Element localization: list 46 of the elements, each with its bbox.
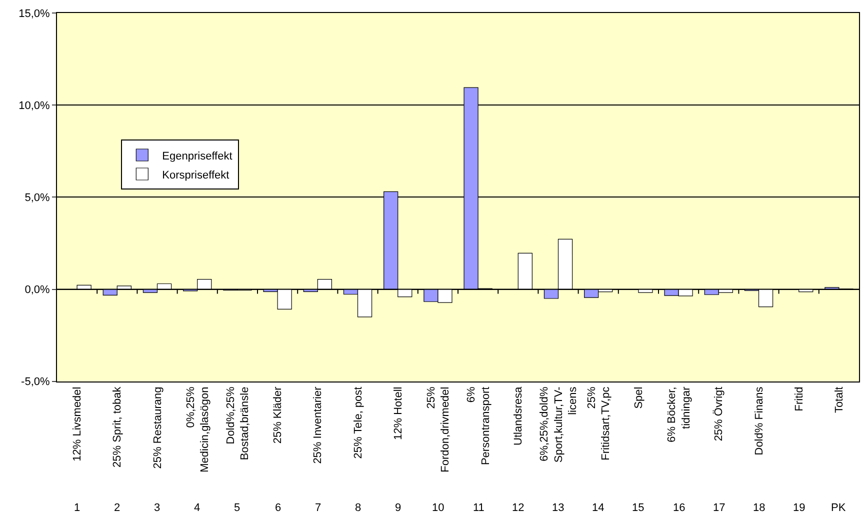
text: 15 bbox=[632, 502, 644, 514]
x-tick-label: 25% Fordon,drivmedel bbox=[425, 386, 452, 472]
legend-label: Korspriseffekt bbox=[162, 169, 230, 182]
x-tick-label: Spel bbox=[633, 386, 646, 409]
x-tick-label: 25% Sprit, tobak bbox=[112, 386, 124, 468]
text: 18 bbox=[753, 502, 766, 514]
x-tick-label: Dold%,25% Bostad,bränsle bbox=[224, 386, 252, 460]
text: 12 bbox=[512, 502, 524, 514]
x-tick-label: 25% Inventarier bbox=[312, 386, 324, 464]
x-tick-label: Utlandsresa bbox=[512, 386, 525, 446]
x-tick-label: 12% Livsmedel bbox=[72, 386, 84, 462]
text: 8 bbox=[355, 502, 362, 514]
x-tick-label: Fritid bbox=[793, 386, 806, 412]
text: 16 bbox=[673, 502, 686, 514]
y-tick-label: 15,0% bbox=[18, 8, 50, 20]
text: 4 bbox=[194, 502, 200, 514]
text: 17 bbox=[713, 502, 726, 514]
x-tick-label: 25% Övrigt bbox=[712, 386, 726, 442]
text: 7 bbox=[315, 502, 322, 514]
text: 14 bbox=[592, 502, 604, 514]
text: 1 bbox=[74, 502, 80, 514]
text: PK bbox=[831, 502, 846, 514]
x-tick-label: 0%,25% Medicin,glasögon bbox=[184, 386, 212, 472]
x-tick-label: 12% Hotell bbox=[392, 386, 404, 440]
text: 5 bbox=[234, 502, 240, 514]
x-tick-label: 25% Restaurang bbox=[152, 386, 164, 469]
legend-label: Egenpriseffekt bbox=[162, 150, 232, 162]
y-tick-label: -5,0% bbox=[21, 376, 50, 388]
x-tick-label: 25% Kläder bbox=[272, 386, 284, 444]
y-tick-label: 10,0% bbox=[18, 100, 50, 112]
text: 2 bbox=[114, 502, 120, 514]
x-tick-label: Totalt bbox=[834, 386, 846, 414]
text: 13 bbox=[552, 502, 564, 514]
text: 11 bbox=[473, 502, 484, 514]
text: 3 bbox=[154, 502, 160, 514]
x-tick-label: 6% Böcker, tidningar bbox=[666, 386, 692, 442]
y-tick-label: 5,0% bbox=[24, 192, 50, 204]
text: 9 bbox=[395, 502, 402, 514]
text: 10 bbox=[432, 502, 444, 514]
x-tick-label: 6% Persontransport bbox=[465, 386, 492, 466]
y-tick-label: 0,0% bbox=[24, 284, 50, 296]
x-tick-label: 25% Tele, post bbox=[352, 386, 364, 459]
x-tick-label: 6%,25%,dold% Sport,kultur,TV- licens bbox=[538, 386, 580, 463]
text: 6 bbox=[275, 502, 282, 514]
x-tick-label: Dold% Finans bbox=[753, 386, 766, 456]
text: 19 bbox=[793, 502, 806, 514]
